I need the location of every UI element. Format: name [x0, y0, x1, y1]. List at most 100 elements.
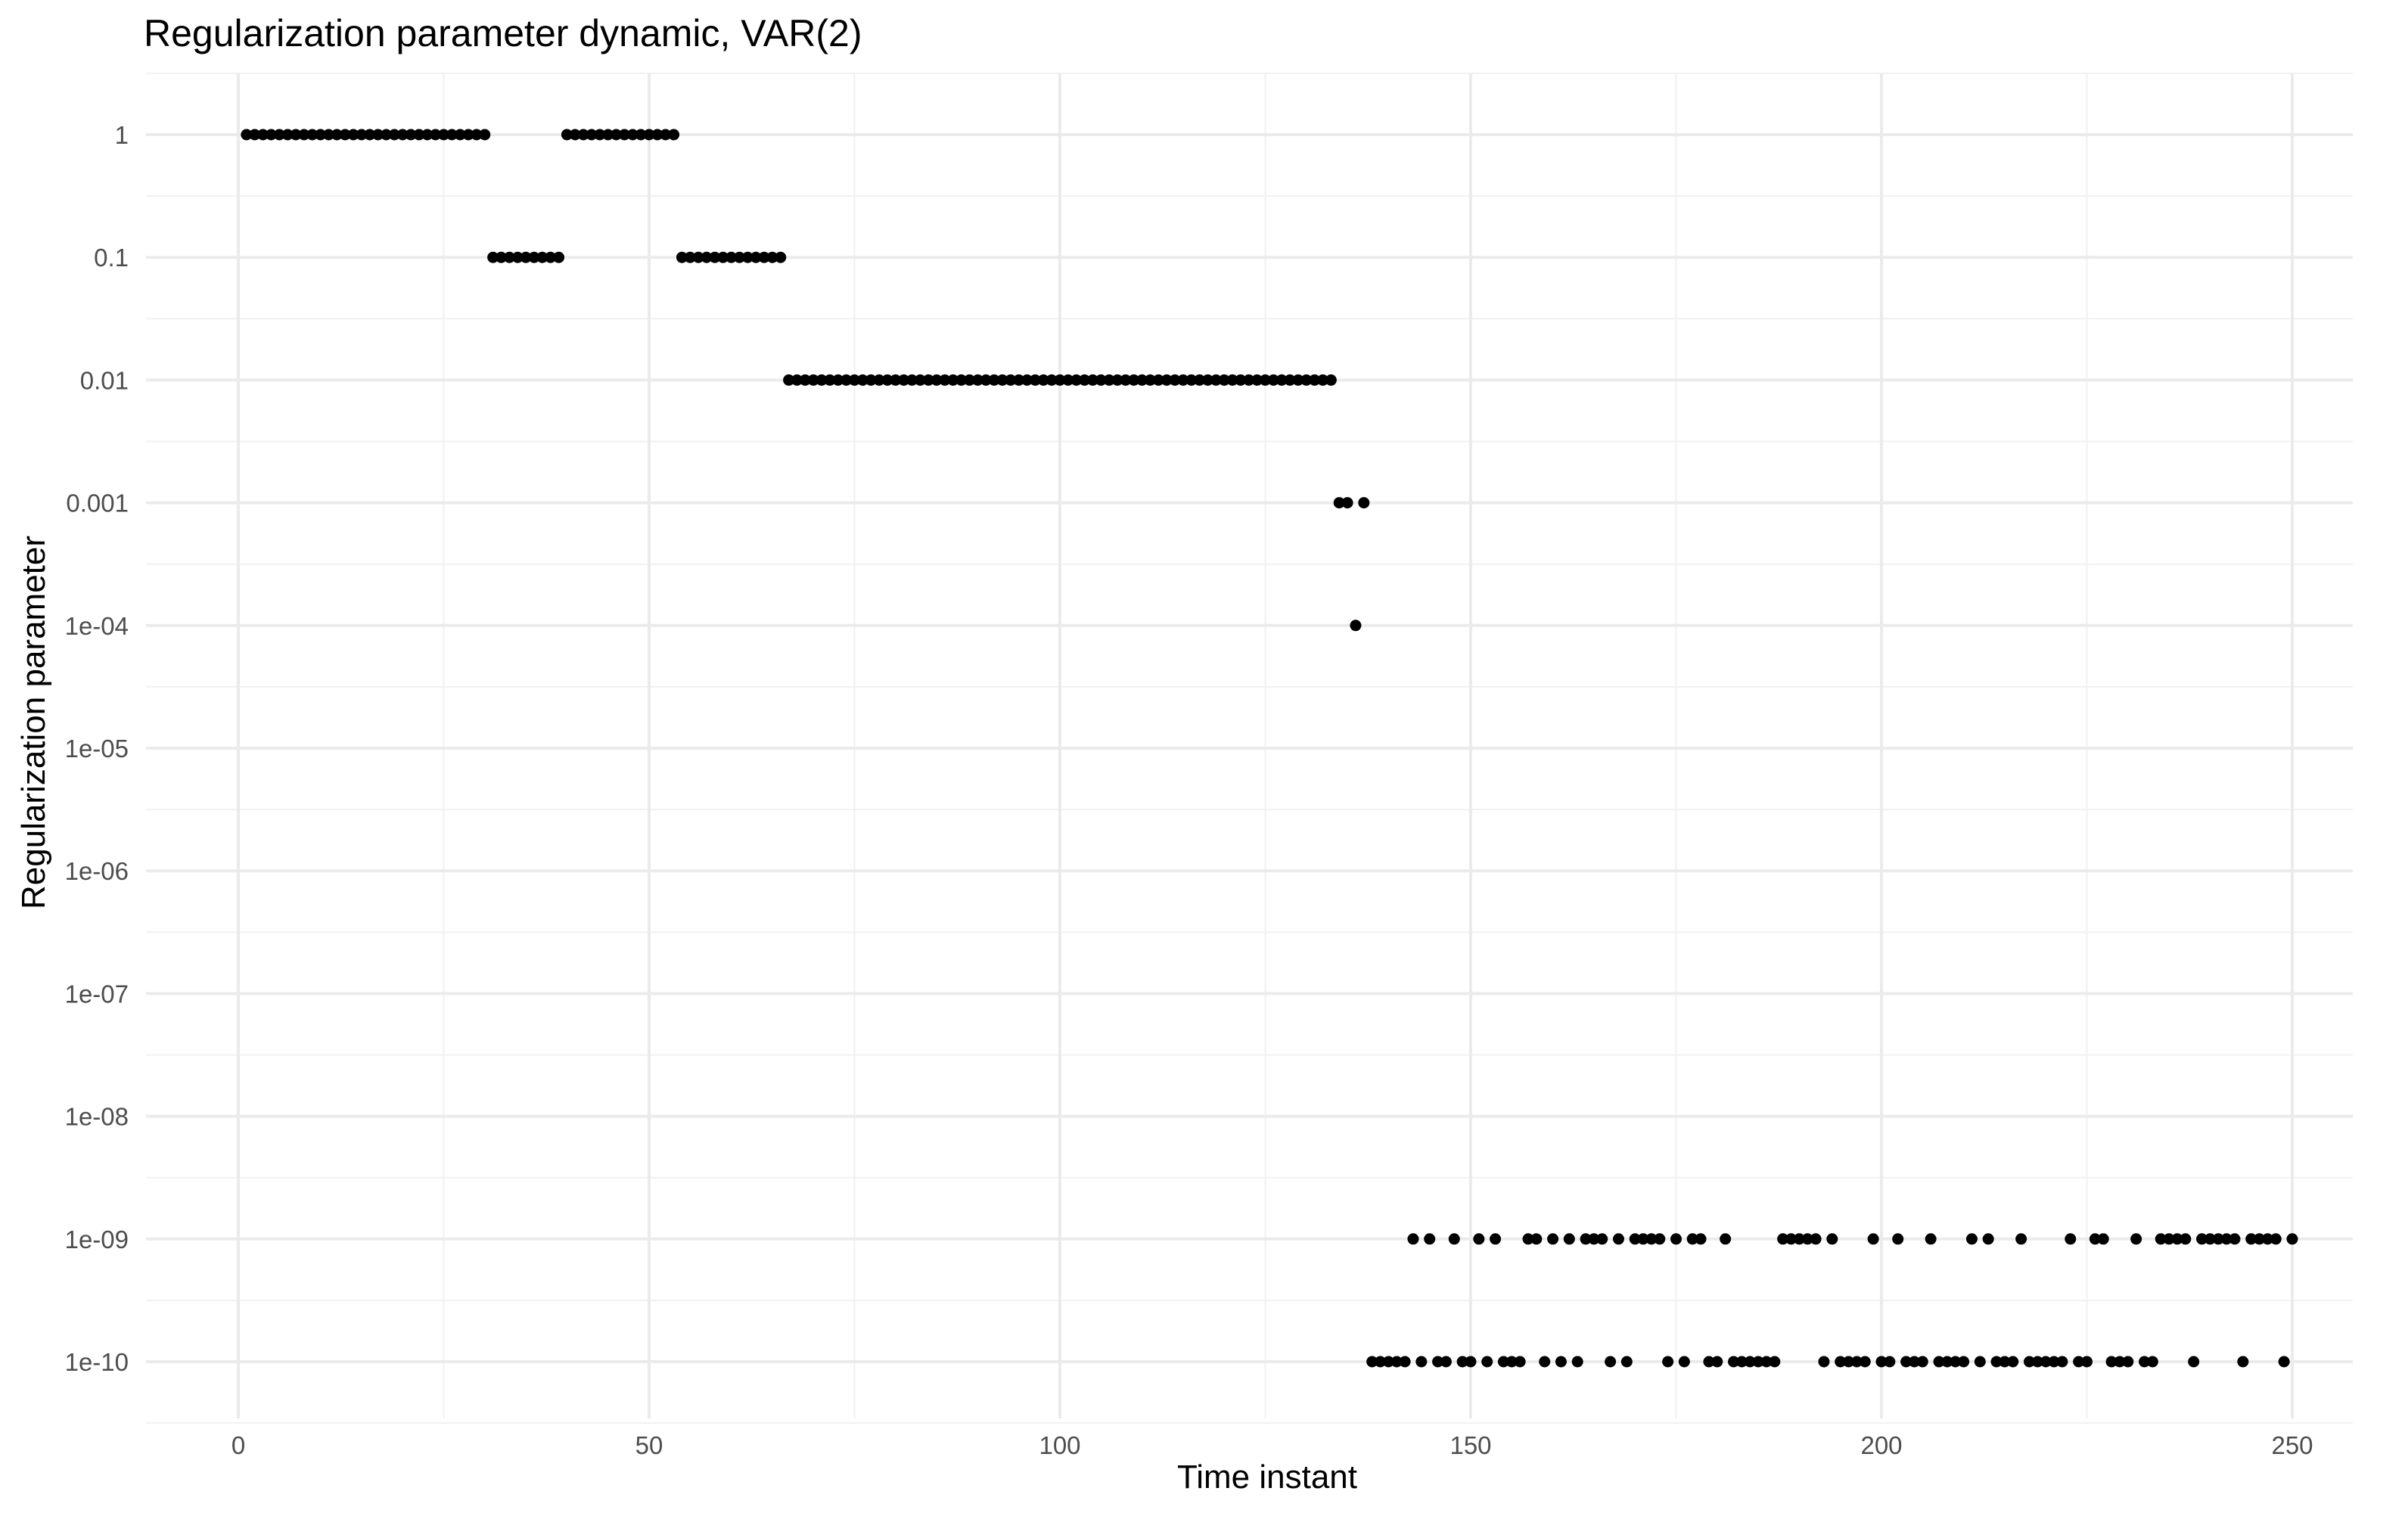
- data-point: [2261, 1233, 2273, 1245]
- data-point: [906, 374, 918, 386]
- data-point: [701, 251, 713, 263]
- data-point: [339, 129, 351, 141]
- data-point: [536, 251, 548, 263]
- data-point: [1916, 1356, 1928, 1368]
- data-point: [1497, 1356, 1509, 1368]
- data-point: [865, 374, 877, 386]
- data-point: [832, 374, 844, 386]
- data-point: [1267, 374, 1279, 386]
- data-point: [2254, 1233, 2266, 1245]
- data-point: [1013, 374, 1025, 386]
- data-point: [2105, 1356, 2117, 1368]
- data-point: [380, 129, 392, 141]
- y-axis-label: Regularization parameter: [15, 535, 52, 910]
- data-point: [1908, 1356, 1920, 1368]
- data-point: [487, 251, 499, 263]
- data-point: [1350, 620, 1362, 632]
- data-point: [241, 129, 253, 141]
- data-point: [1037, 374, 1049, 386]
- data-point: [396, 129, 409, 141]
- data-point: [1629, 1233, 1641, 1245]
- data-point: [1366, 1356, 1378, 1368]
- data-point: [2286, 1233, 2298, 1245]
- data-point: [569, 129, 581, 141]
- data-point: [511, 251, 524, 263]
- data-point: [931, 374, 943, 386]
- data-point: [1933, 1356, 1945, 1368]
- data-point: [1029, 374, 1041, 386]
- data-point: [298, 129, 310, 141]
- data-point: [1054, 374, 1066, 386]
- data-point: [1505, 1356, 1518, 1368]
- data-point: [2163, 1233, 2175, 1245]
- data-point: [1490, 1233, 1502, 1245]
- data-point: [1686, 1233, 1698, 1245]
- y-tick-label: 1e-09: [65, 1226, 129, 1253]
- data-point: [1424, 1233, 1436, 1245]
- data-point: [733, 251, 745, 263]
- y-tick-label: 1e-06: [65, 857, 129, 885]
- data-point: [799, 374, 811, 386]
- data-point: [1432, 1356, 1444, 1368]
- data-point: [1563, 1233, 1575, 1245]
- data-point: [775, 251, 787, 263]
- data-point: [2171, 1233, 2183, 1245]
- data-point: [1440, 1356, 1452, 1368]
- data-point: [1317, 374, 1329, 386]
- data-point: [553, 251, 565, 263]
- data-point: [2065, 1233, 2077, 1245]
- data-point: [1539, 1356, 1551, 1368]
- data-point: [1415, 1356, 1428, 1368]
- data-point: [1284, 374, 1296, 386]
- data-point: [643, 129, 655, 141]
- data-point: [405, 129, 417, 141]
- data-point: [2229, 1233, 2241, 1245]
- data-point: [758, 251, 770, 263]
- data-point: [413, 129, 425, 141]
- data-point: [2146, 1356, 2158, 1368]
- data-point: [2196, 1233, 2208, 1245]
- data-point: [1777, 1233, 1789, 1245]
- data-point: [1752, 1356, 1764, 1368]
- data-point: [1818, 1356, 1830, 1368]
- data-point: [2114, 1356, 2126, 1368]
- data-point: [1571, 1356, 1583, 1368]
- data-point: [1169, 374, 1181, 386]
- data-point: [1095, 374, 1107, 386]
- data-point: [2089, 1233, 2101, 1245]
- y-tick-label: 0.01: [80, 366, 129, 394]
- x-tick-label: 150: [1449, 1431, 1491, 1459]
- data-point: [421, 129, 433, 141]
- data-point: [1769, 1356, 1781, 1368]
- data-point: [1884, 1356, 1896, 1368]
- data-point: [290, 129, 302, 141]
- data-point: [1325, 374, 1337, 386]
- data-point: [1588, 1233, 1600, 1245]
- data-point: [816, 374, 828, 386]
- data-point: [2188, 1356, 2200, 1368]
- data-point: [1900, 1356, 1912, 1368]
- data-point: [1990, 1356, 2003, 1368]
- data-point: [1735, 1356, 1748, 1368]
- data-point: [2180, 1233, 2192, 1245]
- data-point: [520, 251, 532, 263]
- data-point: [1793, 1233, 1805, 1245]
- data-point: [618, 129, 630, 141]
- data-point: [1695, 1233, 1707, 1245]
- data-point: [1399, 1356, 1411, 1368]
- y-tick-label: 0.1: [94, 244, 129, 272]
- data-point: [1654, 1233, 1666, 1245]
- y-tick-label: 0.001: [66, 489, 129, 517]
- data-point: [528, 251, 540, 263]
- data-point: [1103, 374, 1115, 386]
- y-tick-label: 1e-08: [65, 1103, 129, 1131]
- data-point: [1235, 374, 1247, 386]
- data-point: [939, 374, 951, 386]
- data-point: [626, 129, 639, 141]
- data-point: [1728, 1356, 1740, 1368]
- data-point: [1358, 497, 1370, 509]
- y-tick-label: 1e-05: [65, 735, 129, 763]
- data-point: [2097, 1233, 2109, 1245]
- data-point: [1152, 374, 1164, 386]
